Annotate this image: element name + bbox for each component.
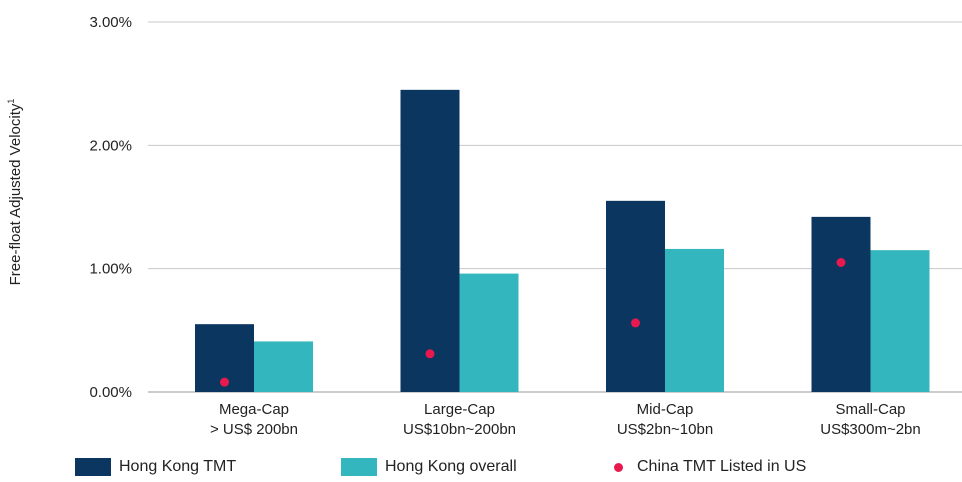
legend-label-hk-overall: Hong Kong overall xyxy=(385,458,517,475)
y-tick-label: 0.00% xyxy=(89,384,132,401)
legend-swatch-hk-overall xyxy=(341,458,377,476)
legend-item-china-tmt-us: China TMT Listed in US xyxy=(614,458,806,476)
y-axis-label-superscript: 1 xyxy=(6,99,16,104)
legend-label-hk-tmt: Hong Kong TMT xyxy=(119,458,237,475)
y-axis-label: Free-float Adjusted Velocity1 xyxy=(6,99,24,286)
dots xyxy=(220,258,846,387)
category-labels: Mega-Cap > US$ 200bn Large-Cap US$10bn~200b… xyxy=(210,401,921,438)
x-tick-label: Mid-Cap xyxy=(637,401,694,418)
legend-swatch-hk-tmt xyxy=(75,458,111,476)
dot-china-tmt-us xyxy=(631,318,640,328)
dot-china-tmt-us xyxy=(425,349,435,359)
bar-hk-tmt xyxy=(400,89,460,392)
legend-item-hk-overall: Hong Kong overall xyxy=(341,458,517,476)
legend-label-china-tmt-us: China TMT Listed in US xyxy=(637,458,807,475)
bars xyxy=(195,89,930,392)
y-tick-label: 3.00% xyxy=(89,14,132,31)
bar-hk-tmt xyxy=(606,200,665,392)
x-tick-label: Small-Cap xyxy=(835,401,905,418)
x-tick-label: > US$ 200bn xyxy=(210,421,298,438)
dot-china-tmt-us xyxy=(836,258,846,267)
bar-hk-overall xyxy=(459,273,519,392)
legend: Hong Kong TMT Hong Kong overall China TM… xyxy=(0,458,962,482)
x-tick-label: US$10bn~200bn xyxy=(403,421,516,438)
bar-hk-overall xyxy=(665,248,724,392)
bar-hk-overall xyxy=(254,341,313,392)
legend-item-hk-tmt: Hong Kong TMT xyxy=(75,458,236,476)
x-tick-label: Mega-Cap xyxy=(219,401,289,418)
y-tick-label: 1.00% xyxy=(89,261,132,278)
x-tick-label: US$300m~2bn xyxy=(820,421,921,438)
bar-hk-tmt xyxy=(811,216,871,392)
legend-dot-china-tmt-us xyxy=(614,462,623,472)
dot-china-tmt-us xyxy=(220,377,229,387)
y-tick-label: 2.00% xyxy=(89,137,132,154)
y-tick-labels: 0.00% 1.00% 2.00% 3.00% xyxy=(89,14,132,401)
bar-hk-overall xyxy=(870,250,930,392)
x-tick-label: Large-Cap xyxy=(424,401,495,418)
x-tick-label: US$2bn~10bn xyxy=(617,421,713,438)
y-axis-label-text: Free-float Adjusted Velocity xyxy=(7,103,24,285)
